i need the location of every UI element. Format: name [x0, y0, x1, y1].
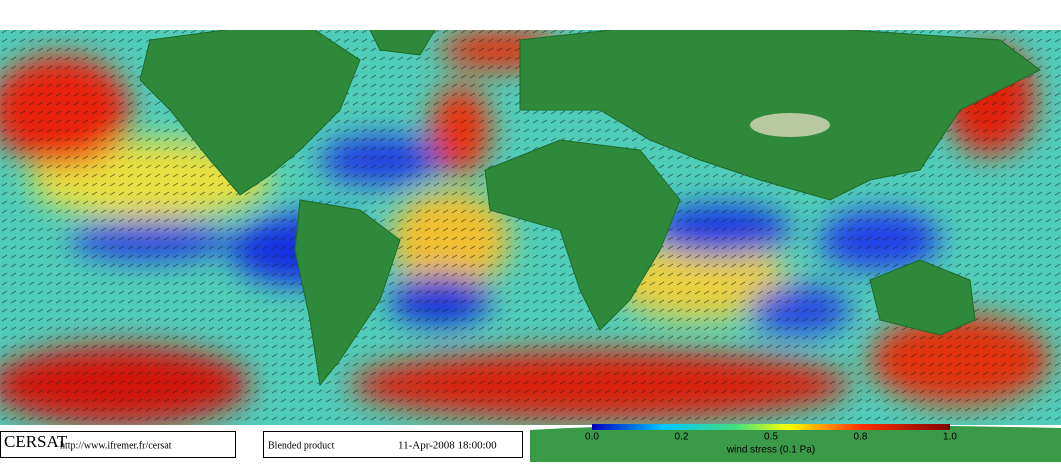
logo-box	[0, 431, 236, 458]
colorbar	[592, 424, 950, 430]
colorbar-tick-label: 1.0	[943, 432, 957, 443]
antarctica	[530, 424, 1061, 462]
url: http://www.ifremer.fr/cersat	[60, 440, 172, 451]
land	[139, 4, 1041, 387]
logo: CERSAT	[4, 432, 68, 451]
colorbar-tick-label: 0.8	[854, 432, 868, 443]
colorbar-tick-label: 0.0	[585, 432, 599, 443]
colorbar-tick-label: 0.2	[675, 432, 689, 443]
arctic	[0, 0, 1061, 30]
colorbar-label: wind stress (0.1 Pa)	[726, 445, 815, 456]
product-label: Blended product	[268, 440, 335, 451]
date: 11-Apr-2008 18:00:00	[398, 440, 497, 452]
colorbar-tick-label: 0.5	[764, 432, 778, 443]
product-box	[263, 431, 523, 458]
